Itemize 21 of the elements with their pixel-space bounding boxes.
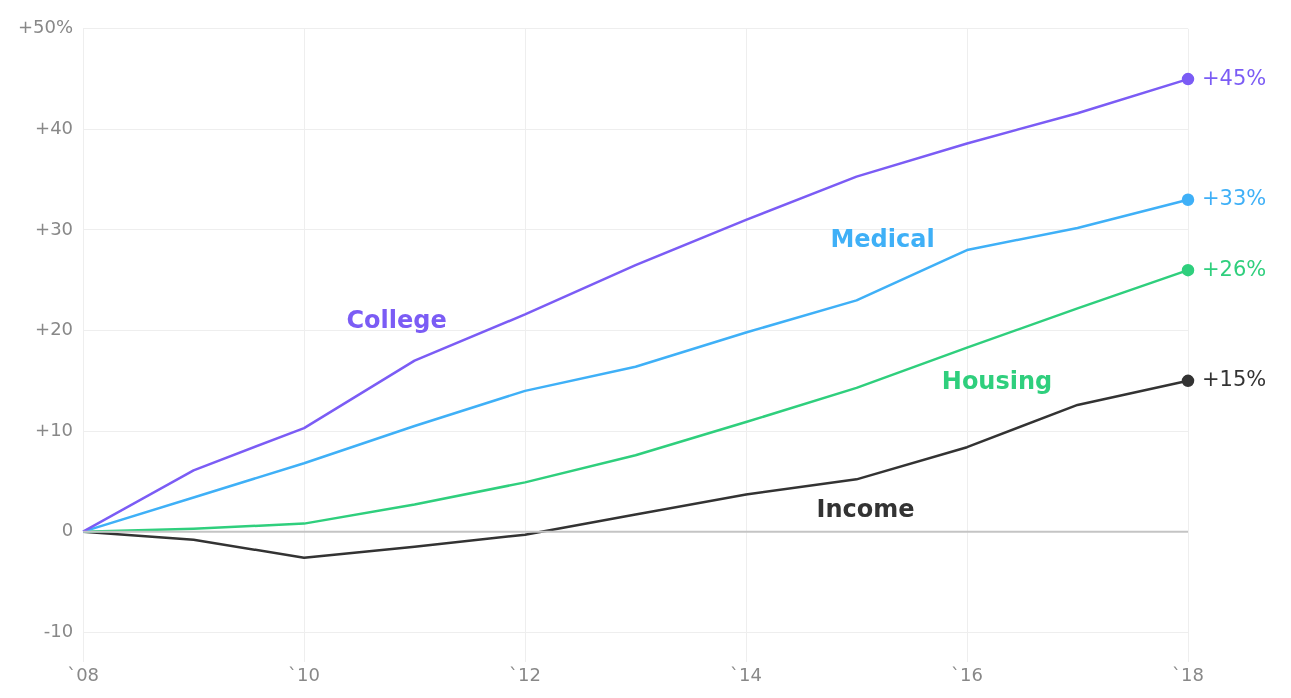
x-tick-label: `18 (1172, 663, 1204, 685)
y-tick-label: 0 (61, 519, 74, 541)
data-label: +45% (1202, 65, 1267, 90)
series-label: Income (816, 494, 915, 523)
y-tick-label: +20 (35, 318, 74, 340)
series-label: College (346, 305, 447, 334)
data-label: +26% (1202, 256, 1267, 281)
y-tick-label: +10 (35, 418, 74, 440)
data-label: +33% (1202, 186, 1267, 211)
y-tick-label: -10 (43, 619, 74, 641)
x-tick-label: `10 (288, 663, 321, 685)
x-tick-label: `14 (730, 663, 762, 685)
y-tick-label: +40 (35, 117, 74, 139)
y-tick-label: +30 (35, 217, 74, 239)
x-tick-label: `08 (67, 663, 100, 685)
x-tick-label: `16 (951, 663, 983, 685)
series-label: Medical (830, 224, 935, 253)
data-label: +15% (1202, 367, 1267, 392)
x-tick-label: `12 (509, 663, 542, 685)
series-label: Housing (941, 366, 1053, 395)
y-tick-label: +50% (18, 16, 74, 38)
